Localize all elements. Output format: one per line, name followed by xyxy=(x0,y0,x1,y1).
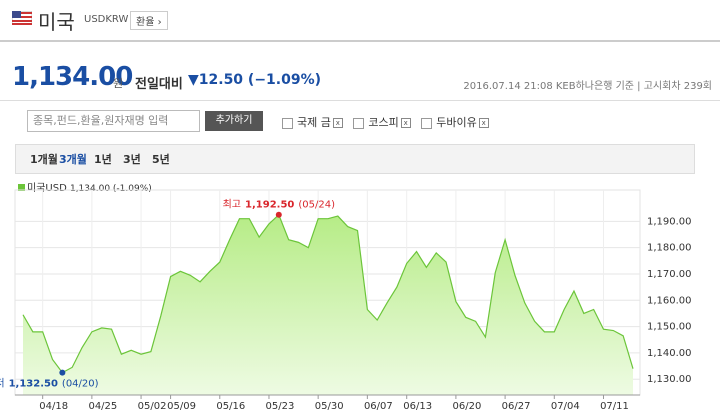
x-tick-label: 07/11 xyxy=(600,401,629,412)
x-tick-label: 06/20 xyxy=(452,401,481,412)
area xyxy=(23,214,633,395)
x-tick-label: 05/23 xyxy=(266,401,295,412)
chart: 1,130.00 1,140.00 1,150.00 1,160.00 1,170.00… xyxy=(0,189,692,412)
quote-info: 2016.07.14 21:08 KEB하나은행 기준 | 고시회차 239회 xyxy=(463,81,712,92)
legend: 미국USD 1,134.00 (-1.09%) xyxy=(18,179,152,194)
unit: 원 xyxy=(113,77,124,90)
compare-label: 코스피 xyxy=(368,116,399,129)
flag xyxy=(12,11,32,25)
tab[interactable]: 3개월 xyxy=(59,153,87,166)
divider xyxy=(0,40,720,42)
line xyxy=(22,213,634,374)
source: KEB하나은행 기준 xyxy=(555,81,634,92)
y-tick-label: 1,150.00 xyxy=(647,322,692,333)
legend-name: 미국USD xyxy=(27,183,67,194)
y-tick-label: 1,140.00 xyxy=(647,348,692,359)
extreme-marker xyxy=(275,211,282,218)
extreme-value: 1,132.50 xyxy=(9,379,58,390)
extreme-name: 최고 xyxy=(223,199,241,211)
round: 고시회차 239회 xyxy=(643,81,712,92)
x-tick-label: 07/04 xyxy=(551,401,580,412)
extreme-label: 최고 1,192.50 (05/24) xyxy=(223,199,335,211)
add-button[interactable]: 추가하기 xyxy=(205,111,263,131)
legend-swatch xyxy=(18,184,25,191)
y-tick-label: 1,190.00 xyxy=(647,216,692,227)
compare[interactable]: 코스피 x xyxy=(353,116,411,129)
compare-label: 국제 금 xyxy=(297,116,331,129)
y-tick-label: 1,160.00 xyxy=(647,295,692,306)
compare-label: 두바이유 xyxy=(436,116,477,129)
tab[interactable]: 5년 xyxy=(152,153,170,166)
extreme-date: (04/20) xyxy=(62,379,99,390)
tab[interactable]: 1개월 xyxy=(30,153,58,166)
divider xyxy=(0,100,720,101)
compare[interactable]: 두바이유 x xyxy=(421,116,489,129)
timestamp: 2016.07.14 21:08 xyxy=(463,81,553,92)
x-tick-label: 05/09 xyxy=(167,401,196,412)
x-tick-label: 06/07 xyxy=(364,401,393,412)
extreme-marker xyxy=(59,369,66,376)
extreme-date: (05/24) xyxy=(298,200,335,211)
legend-note: 1,134.00 (-1.09%) xyxy=(69,184,152,194)
price: 1,134.00 xyxy=(12,62,133,92)
y-tick-label: 1,170.00 xyxy=(647,269,692,280)
tab[interactable]: 1년 xyxy=(94,153,112,166)
x-tick-label: 06/27 xyxy=(502,401,531,412)
x-tick-label: 04/25 xyxy=(88,401,117,412)
y-tick-label: 1,180.00 xyxy=(647,243,692,254)
tab[interactable]: 3년 xyxy=(123,153,141,166)
y-tick-label: 1,130.00 xyxy=(647,374,692,385)
x-tick-label: 04/18 xyxy=(39,401,68,412)
extreme-name: 최저 xyxy=(0,378,5,390)
x-tick-label: 06/13 xyxy=(403,401,432,412)
title: 미국 xyxy=(38,10,75,34)
x-tick-label: 05/30 xyxy=(315,401,344,412)
rate-button[interactable]: 환율 › xyxy=(130,11,168,30)
tab-bar: 1개월 3개월 1년 3년 5년 xyxy=(15,144,695,174)
change-label: 전일대비 xyxy=(135,77,183,92)
search-input[interactable]: 종목,펀드,환율,원자재명 입력 xyxy=(27,110,200,132)
x-tick-label: 05/02 xyxy=(138,401,167,412)
code: USDKRW xyxy=(84,14,129,25)
extreme-value: 1,192.50 xyxy=(245,200,294,211)
x-tick-label: 05/16 xyxy=(216,401,245,412)
change: ▼12.50 (−1.09%) xyxy=(188,72,322,88)
extreme-label: 최저 1,132.50 (04/20) xyxy=(0,378,99,390)
